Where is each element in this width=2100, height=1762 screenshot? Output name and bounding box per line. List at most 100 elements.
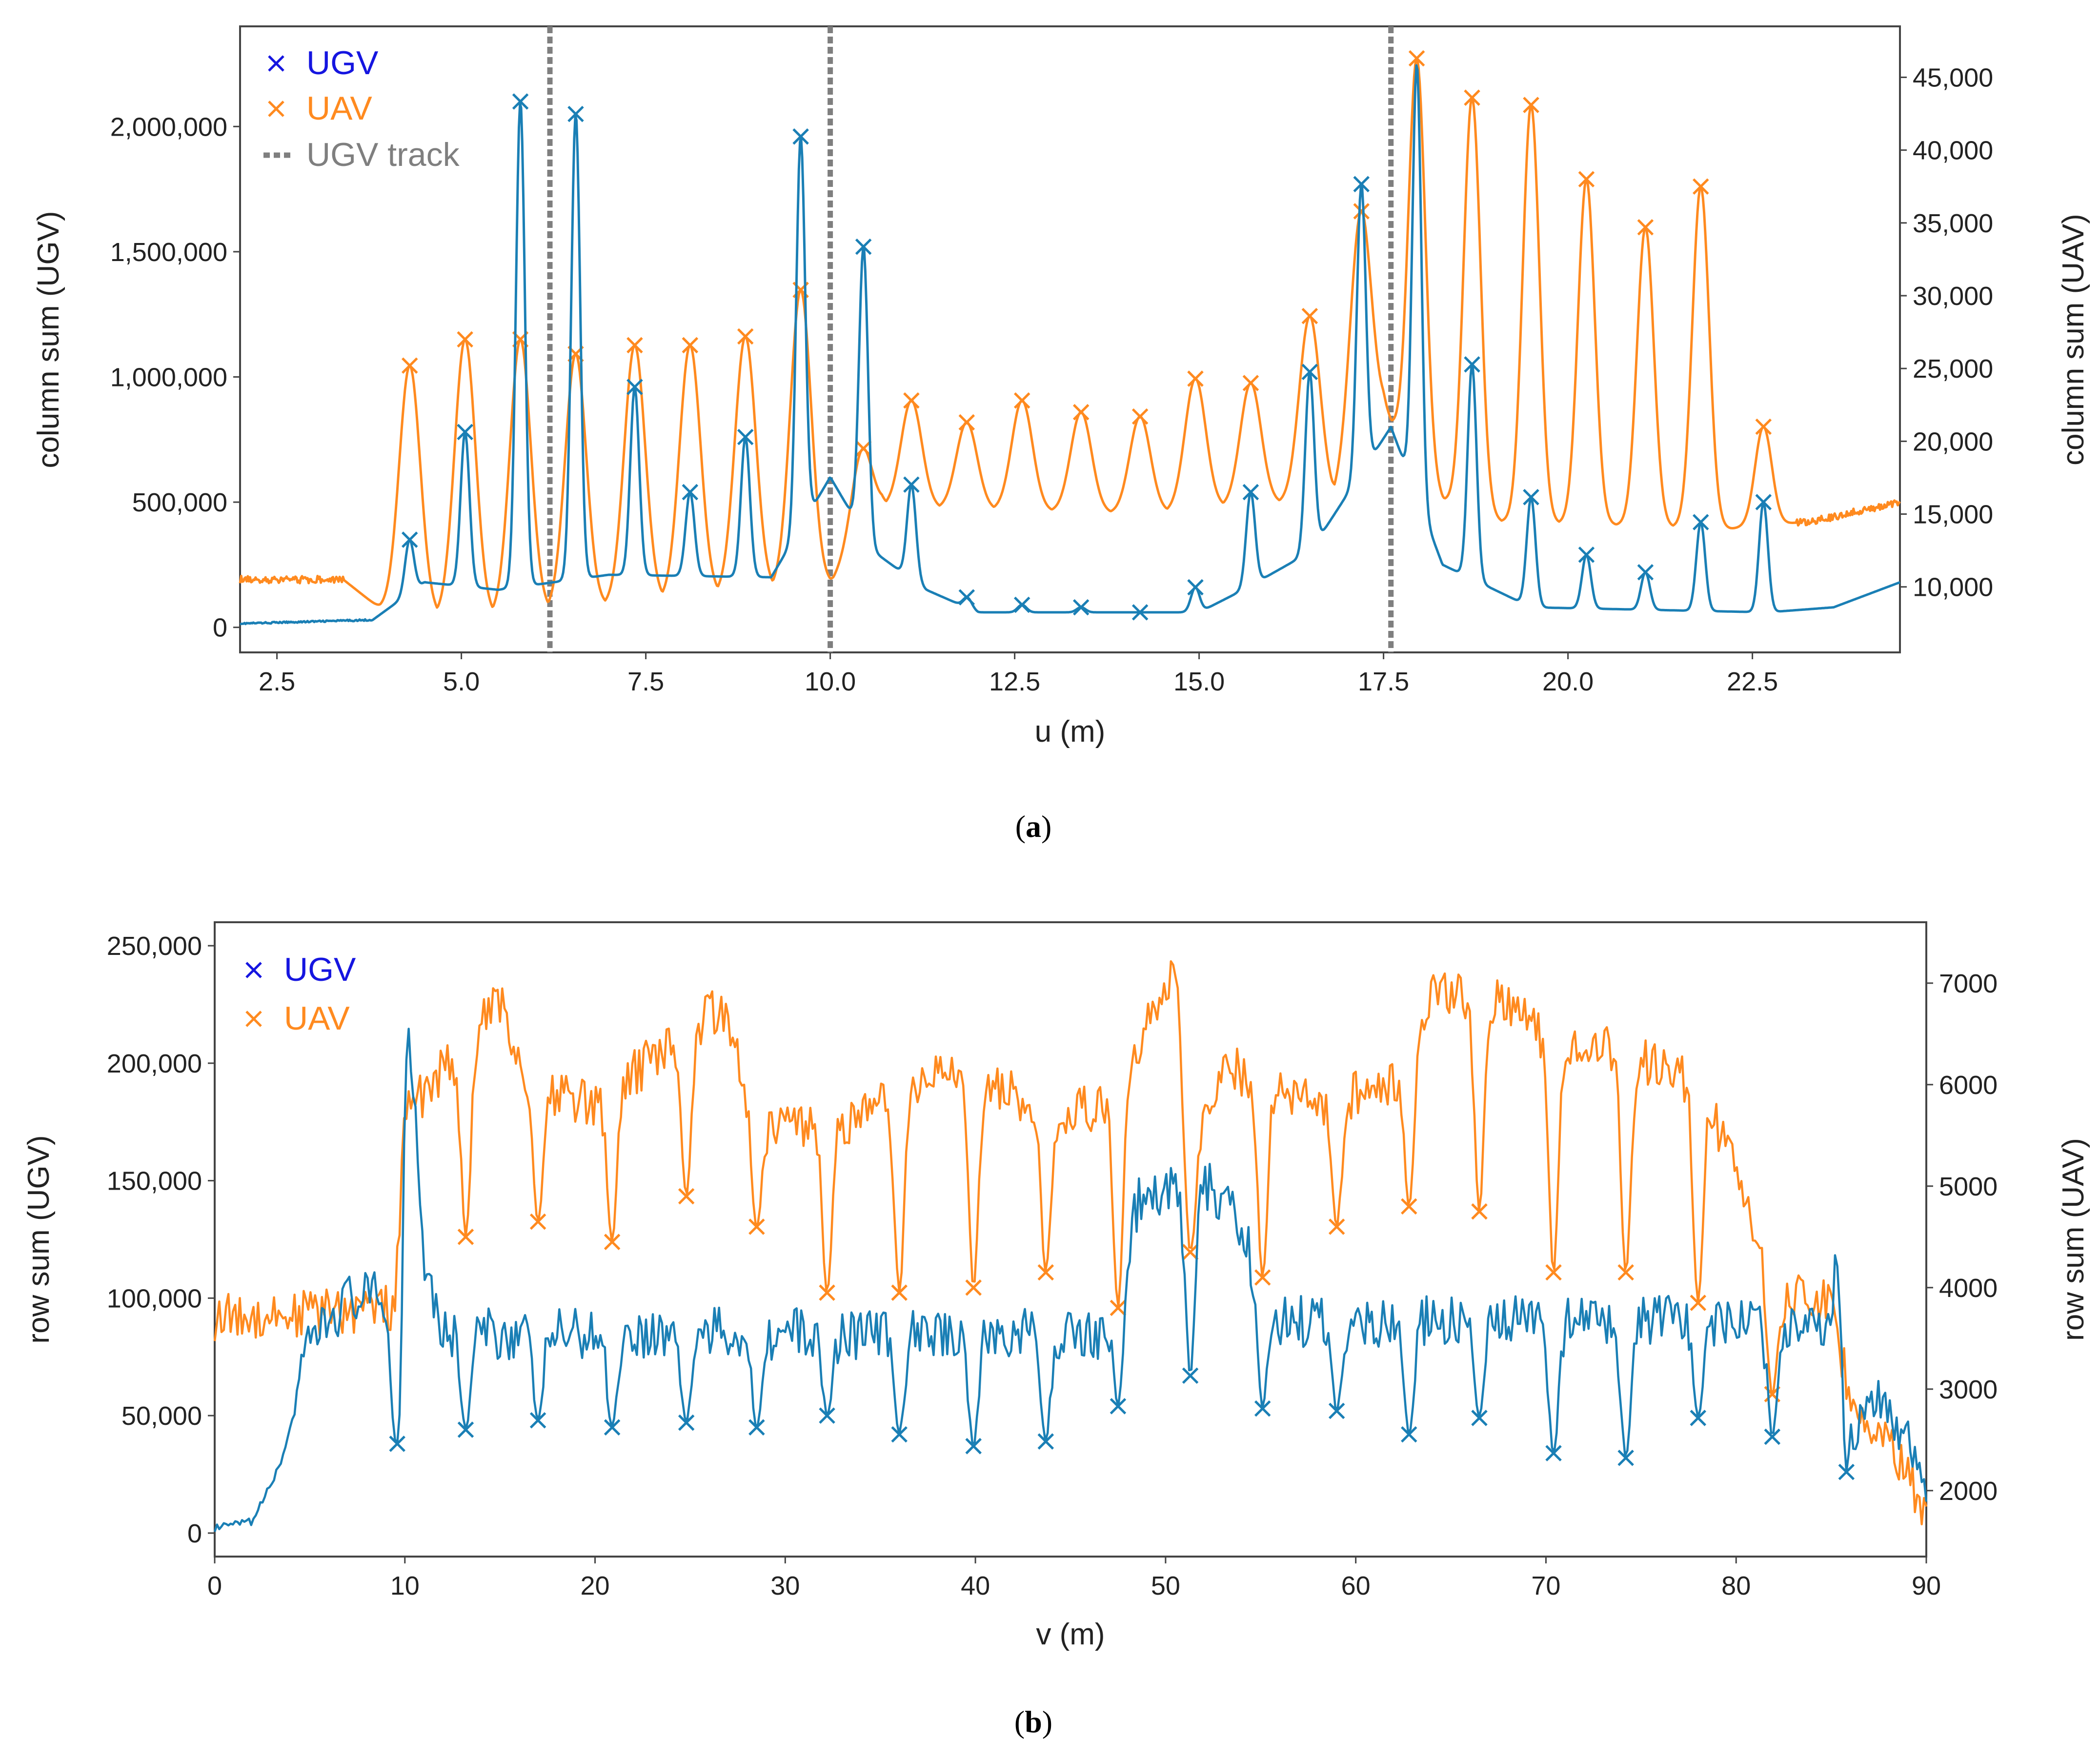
x-tick-label: 2.5 xyxy=(259,667,295,696)
panel-b-ugv-dip-marker xyxy=(1037,1433,1054,1450)
left-tick-label: 1,000,000 xyxy=(110,363,227,392)
panel-a-ugv-peak-marker xyxy=(792,128,809,145)
panel-a-ugv-peak-marker xyxy=(903,476,920,493)
panel-a-ugv-peak-marker xyxy=(512,93,529,110)
panel-a-ugv-peak-marker xyxy=(1072,599,1090,616)
panel-b-ugv-dip-marker xyxy=(891,1426,908,1443)
panel-b-uav-dip-marker xyxy=(1182,1244,1199,1260)
right-tick-label: 45,000 xyxy=(1913,63,1993,92)
panel-a-uav-peak-marker xyxy=(401,357,418,374)
panel-a-ugv-peak-marker xyxy=(1692,514,1709,530)
panel-b-ugv-dip-marker xyxy=(678,1414,695,1431)
panel-b-ugv-dip-marker xyxy=(1254,1400,1271,1417)
panel-b-ugv-dip-marker xyxy=(1617,1450,1634,1466)
panel-a-uav-peak-marker xyxy=(1072,404,1090,421)
panel-b-caption: (b) xyxy=(1014,1704,1052,1739)
right-tick-label: 10,000 xyxy=(1913,573,1993,602)
panel-b-ugv-dip-marker xyxy=(965,1438,982,1455)
panel-a-ugv-peak-marker xyxy=(1578,547,1595,563)
panel-a-uav-line xyxy=(239,57,1901,609)
panel-b-legend-uav: UAV xyxy=(284,1000,350,1037)
panel-a-legend-ugv-marker xyxy=(268,55,284,72)
panel-a-ugv-peak-marker xyxy=(682,484,699,501)
panel-b-uav-dip-marker xyxy=(604,1234,621,1250)
panel-b-ugv-dip-marker xyxy=(1838,1463,1855,1480)
panel-a-ugv-line xyxy=(240,64,1900,626)
panel-a-legend-ugv: UGV xyxy=(306,44,379,81)
panel-a-ugv-series xyxy=(240,64,1900,626)
panel-b-ugv-dip-marker xyxy=(457,1421,474,1438)
panel-b-uav-dip-marker xyxy=(1401,1198,1417,1215)
panel-b-frame xyxy=(214,921,1927,1558)
panel-a-ugv-peak-marker xyxy=(855,238,872,255)
panel-b-left-ticks: 0 50,000 100,000 150,000 200,000 250,000 xyxy=(107,932,215,1548)
panel-a-uav-peak-marker xyxy=(737,328,754,345)
left-tick-label: 0 xyxy=(213,613,227,643)
panel-b-uav-dip-marker xyxy=(819,1284,835,1301)
panel-a-uav-peak-marker xyxy=(1692,178,1709,195)
panel-b-uav-dip-marker xyxy=(1110,1299,1127,1316)
right-tick-label: 35,000 xyxy=(1913,209,1993,238)
panel-a-ugv-peak-marker xyxy=(457,424,473,441)
panel-a-caption: (a) xyxy=(1015,809,1052,844)
panel-a-legend-uav: UAV xyxy=(306,90,372,127)
panel-b-legend-ugv-marker xyxy=(245,962,262,978)
panel-b-right-ticks: 2000 3000 4000 5000 6000 7000 xyxy=(1926,969,1998,1506)
panel-b-uav-line xyxy=(213,960,1928,1525)
x-tick-label: 22.5 xyxy=(1727,667,1778,696)
panel-a-uav-peak-marker xyxy=(855,440,872,457)
left-tick-label: 200,000 xyxy=(107,1049,202,1078)
x-tick-label: 70 xyxy=(1531,1571,1560,1600)
panel-b-uav-dip-marker xyxy=(457,1229,474,1245)
panel-a-uav-peak-marker xyxy=(958,414,975,431)
panel-b-uav-dip-marker xyxy=(965,1279,982,1296)
x-tick-label: 20 xyxy=(581,1571,610,1600)
panel-a-frame xyxy=(239,25,1901,653)
panel-a-x-axis-label: u (m) xyxy=(1035,715,1106,749)
panel-a-ugv-peak-marker xyxy=(1187,579,1204,596)
panel-b-ugv-dip-marker xyxy=(529,1412,546,1429)
panel-a-right-ticks: 10,000 15,000 20,000 25,000 30,000 35,000 40,0… xyxy=(1900,63,1993,602)
panel-b-uav-dip-marker xyxy=(678,1188,695,1205)
panel-b-legend-uav-marker xyxy=(245,1011,262,1027)
panel-a-uav-peak-marker xyxy=(1464,89,1480,106)
panel-a-ugv-peak-marker xyxy=(1013,596,1030,613)
right-tick-label: 4000 xyxy=(1939,1274,1998,1303)
right-tick-label: 7000 xyxy=(1939,969,1998,998)
panel-b-ugv-dip-marker xyxy=(1401,1426,1417,1443)
panel-b-right-axis-label: row sum (UAV) xyxy=(2057,1138,2090,1341)
panel-a-uav-peak-marker xyxy=(903,392,920,409)
left-tick-label: 0 xyxy=(187,1519,202,1548)
right-tick-label: 25,000 xyxy=(1913,354,1993,384)
panel-a-ugv-peak-marker xyxy=(626,379,643,395)
panel-b-ugv-dip-marker xyxy=(1182,1367,1199,1384)
panel-b-caption-letter: b xyxy=(1025,1704,1042,1739)
panel-b-legend: UGV UAV xyxy=(245,951,356,1037)
panel-a-legend-track: UGV track xyxy=(306,136,460,173)
x-tick-label: 7.5 xyxy=(627,667,664,696)
x-tick-label: 5.0 xyxy=(443,667,480,696)
panel-a-uav-peak-marker xyxy=(1578,171,1595,188)
panel-b-uav-dip-marker xyxy=(529,1213,546,1230)
panel-a-uav-peak-marker xyxy=(1408,50,1425,67)
panel-a-left-axis-label: column sum (UGV) xyxy=(32,211,65,468)
panel-a-left-ticks: 0 500,000 1,000,000 1,500,000 2,000,000 xyxy=(110,112,240,643)
legend-ugv-x-icon xyxy=(268,55,284,72)
panel-a-uav-peak-marker xyxy=(1013,392,1030,409)
left-tick-label: 1,500,000 xyxy=(110,238,227,267)
x-tick-label: 17.5 xyxy=(1358,667,1409,696)
panel-b-uav-dip-marker xyxy=(1328,1218,1345,1235)
panel-a-uav-peak-marker xyxy=(457,331,473,348)
panel-a-ugv-peak-marker xyxy=(567,105,584,122)
legend-ugv-x-icon xyxy=(245,962,262,978)
panel-a-ugv-peak-marker xyxy=(401,531,418,548)
x-tick-label: 50 xyxy=(1151,1571,1180,1600)
panel-b-legend-ugv: UGV xyxy=(284,951,356,988)
panel-b-uav-dip-marker xyxy=(891,1284,908,1301)
panel-a-ugv-peak-marker xyxy=(1755,494,1772,510)
right-tick-label: 3000 xyxy=(1939,1375,1998,1404)
left-tick-label: 250,000 xyxy=(107,932,202,961)
panel-b-ugv-dip-marker xyxy=(1690,1410,1707,1426)
x-tick-label: 10 xyxy=(390,1571,420,1600)
